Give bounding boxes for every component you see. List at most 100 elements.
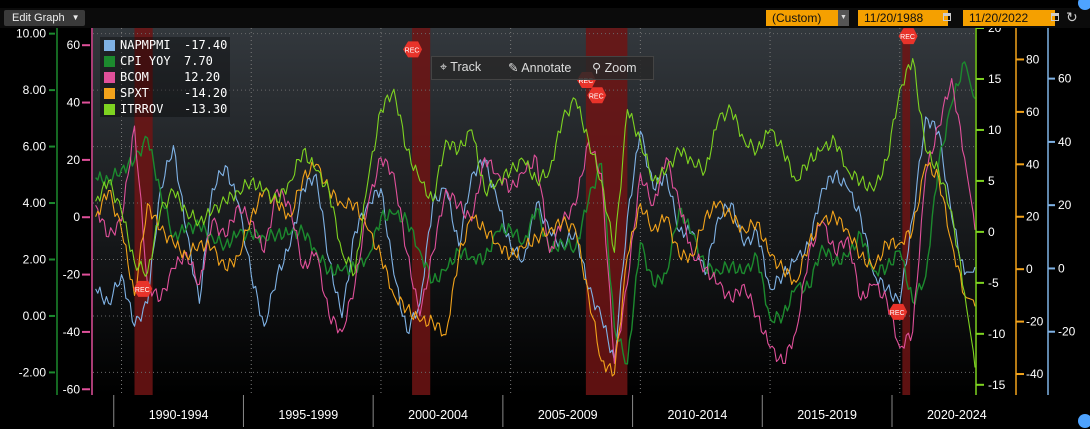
cpi-axis-tick-label: 6.00 bbox=[23, 140, 47, 154]
recession-marker bbox=[587, 87, 607, 104]
edit-graph-button[interactable]: Edit Graph ▼ bbox=[4, 10, 85, 26]
x-axis-tick-label: 2020-2024 bbox=[927, 408, 987, 422]
legend-series-value: -17.40 bbox=[184, 38, 228, 52]
spxt-axis-tick-label: 80 bbox=[1026, 52, 1040, 66]
chart-toolbar: ⌖ Track ✎ Annotate ⚲ Zoom bbox=[431, 56, 654, 80]
cpi-axis-tick-label: 0.00 bbox=[23, 309, 47, 323]
x-axis-tick-label: 1990-1994 bbox=[149, 408, 209, 422]
itrrov-axis-tick-label: 5 bbox=[988, 174, 995, 188]
cpi-axis-tick-label: 4.00 bbox=[23, 196, 47, 210]
track-label: Track bbox=[450, 60, 482, 74]
legend-swatch bbox=[104, 40, 115, 51]
legend-series-value: -14.20 bbox=[184, 86, 228, 100]
pmi-axis-tick-label: -60 bbox=[63, 382, 81, 396]
legend-swatch bbox=[104, 56, 115, 67]
legend-series-value: 12.20 bbox=[184, 70, 221, 84]
pmi-axis-tick-label: -20 bbox=[63, 268, 81, 282]
chevron-down-icon: ▼ bbox=[71, 13, 80, 22]
zoom-label: Zoom bbox=[604, 61, 637, 75]
pmi-axis-tick-label: 40 bbox=[67, 96, 81, 110]
recession-marker-label: REC bbox=[578, 78, 593, 85]
legend-entry[interactable]: SPXT -14.20 bbox=[100, 85, 230, 101]
itrrov-axis-tick-label: 10 bbox=[988, 123, 1002, 137]
recession-marker bbox=[888, 303, 908, 320]
track-button[interactable]: ⌖ Track bbox=[440, 60, 481, 75]
range-select[interactable]: (Custom) bbox=[766, 10, 842, 26]
cpi-axis-tick-label: -2.00 bbox=[19, 365, 47, 379]
legend-swatch bbox=[104, 72, 115, 83]
bcom-axis-tick-label: 60 bbox=[1058, 72, 1072, 86]
legend-swatch bbox=[104, 88, 115, 99]
recession-marker bbox=[403, 41, 423, 58]
spxt-axis-tick-label: 20 bbox=[1026, 210, 1040, 224]
recession-band bbox=[412, 28, 431, 395]
recession-band bbox=[134, 28, 153, 395]
itrrov-axis-tick-label: -15 bbox=[988, 378, 1006, 392]
refresh-icon[interactable]: ↻ bbox=[1066, 9, 1078, 25]
x-axis-band bbox=[93, 395, 975, 428]
legend-entry[interactable]: NAPMPMI -17.40 bbox=[100, 37, 230, 53]
recession-marker bbox=[898, 28, 918, 45]
range-label: (Custom) bbox=[772, 11, 822, 25]
itrrov-axis-tick-label: -5 bbox=[988, 276, 999, 290]
legend-series-name: SPXT bbox=[120, 86, 149, 100]
legend-entry[interactable]: BCOM 12.20 bbox=[100, 69, 230, 85]
recession-marker-label: REC bbox=[589, 93, 604, 100]
spxt-axis-tick-label: 40 bbox=[1026, 157, 1040, 171]
bcom-axis-tick-label: 0 bbox=[1058, 261, 1065, 275]
itrrov-axis-tick-label: 0 bbox=[988, 225, 995, 239]
range-dropdown-icon[interactable]: ▼ bbox=[838, 10, 849, 26]
spxt-axis-tick-label: 0 bbox=[1026, 262, 1033, 276]
itrrov-axis-tick-label: 20 bbox=[988, 28, 1002, 35]
start-calendar-icon[interactable] bbox=[943, 13, 951, 21]
legend-entry[interactable]: CPI YOY 7.70 bbox=[100, 53, 230, 69]
pmi-axis-tick-label: -40 bbox=[63, 325, 81, 339]
bcom-axis-tick-label: 40 bbox=[1058, 135, 1072, 149]
series-line-cpi-yoy bbox=[95, 61, 976, 365]
legend-series-name: ITRROV bbox=[120, 102, 164, 116]
end-date-value: 11/20/2022 bbox=[969, 11, 1029, 25]
zoom-button[interactable]: ⚲ Zoom bbox=[592, 60, 637, 75]
spxt-axis-tick-label: -20 bbox=[1026, 315, 1044, 329]
recession-marker bbox=[133, 280, 153, 297]
bcom-axis-tick-label: -20 bbox=[1058, 325, 1076, 339]
series-line-napmpmi bbox=[95, 116, 976, 362]
x-axis-tick-label: 2005-2009 bbox=[538, 408, 598, 422]
itrrov-axis-tick-label: -10 bbox=[988, 327, 1006, 341]
annotate-button[interactable]: ✎ Annotate bbox=[508, 60, 571, 75]
cpi-axis-tick-label: 2.00 bbox=[23, 252, 47, 266]
chart-plot[interactable]: 10.00 8.00 6.00 4.00 2.00 0.00 -2.00 60 40 20 0 -20… bbox=[0, 28, 1090, 428]
start-date-value: 11/20/1988 bbox=[864, 11, 924, 25]
pmi-axis-tick-label: 0 bbox=[73, 210, 80, 224]
legend-swatch bbox=[104, 104, 115, 115]
corner-handle-icon[interactable] bbox=[1078, 0, 1090, 10]
corner-handle-icon[interactable] bbox=[1078, 414, 1090, 428]
legend-series-name: BCOM bbox=[120, 70, 149, 84]
crosshair-icon: ⌖ bbox=[440, 60, 448, 74]
recession-marker-label: REC bbox=[405, 47, 420, 54]
recession-marker-label: REC bbox=[890, 310, 905, 317]
magnifier-icon: ⚲ bbox=[592, 61, 602, 75]
edit-graph-label: Edit Graph bbox=[12, 12, 65, 24]
legend-series-value: -13.30 bbox=[184, 102, 228, 116]
x-axis-tick-label: 2015-2019 bbox=[797, 408, 857, 422]
end-date-field[interactable]: 11/20/2022 bbox=[963, 10, 1055, 26]
series-line-itrrov bbox=[95, 58, 976, 368]
recession-marker-label: REC bbox=[900, 34, 915, 41]
legend-series-name: CPI YOY bbox=[120, 54, 171, 68]
spxt-axis-tick-label: 60 bbox=[1026, 105, 1040, 119]
x-axis-tick-label: 1995-1999 bbox=[278, 408, 338, 422]
x-axis-tick-label: 2000-2004 bbox=[408, 408, 468, 422]
bcom-axis-tick-label: 20 bbox=[1058, 198, 1072, 212]
end-calendar-icon[interactable] bbox=[1051, 13, 1059, 21]
x-axis-tick-label: 2010-2014 bbox=[668, 408, 728, 422]
series-line-spxt bbox=[95, 161, 976, 377]
cpi-axis-tick-label: 8.00 bbox=[23, 83, 47, 97]
start-date-field[interactable]: 11/20/1988 bbox=[858, 10, 948, 26]
pmi-axis-tick-label: 20 bbox=[67, 153, 81, 167]
legend-series-name: NAPMPMI bbox=[120, 38, 171, 52]
legend-entry[interactable]: ITRROV -13.30 bbox=[100, 101, 230, 117]
cpi-axis-tick-label: 10.00 bbox=[16, 28, 46, 41]
pmi-axis-tick-label: 60 bbox=[67, 38, 81, 52]
